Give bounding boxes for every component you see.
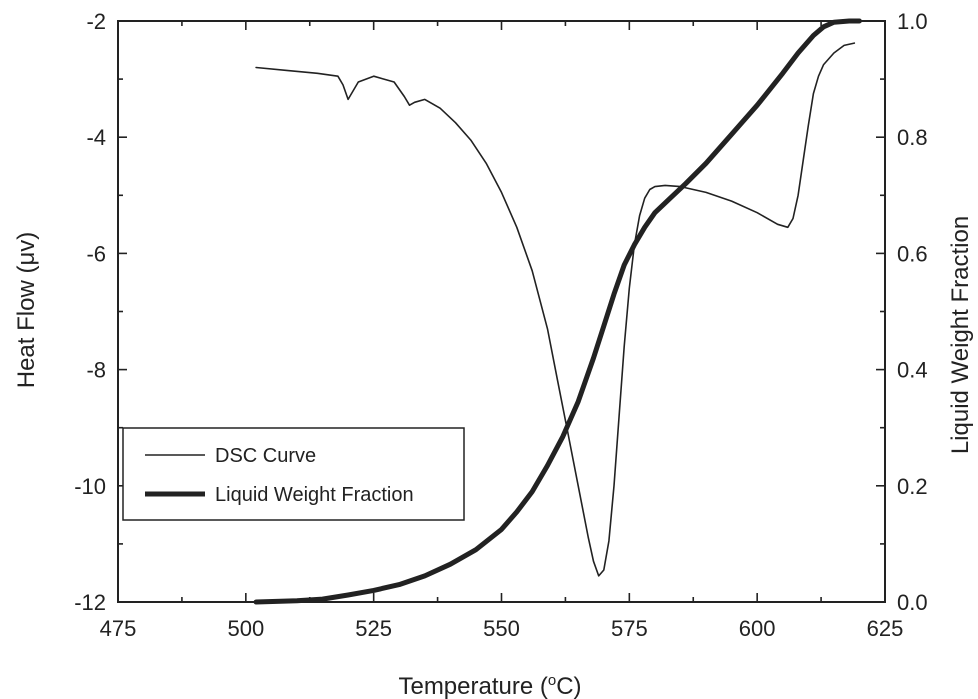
y-left-tick-label: -4	[86, 125, 106, 150]
y-right-tick-label: 0.4	[897, 358, 928, 383]
y-right-tick-label: 0.6	[897, 241, 928, 266]
legend	[122, 427, 465, 521]
y-left-tick-label: -8	[86, 358, 106, 383]
x-tick-label: 475	[100, 616, 137, 641]
x-axis-title: Temperature (oC)	[398, 672, 581, 699]
x-tick-label: 575	[611, 616, 648, 641]
x-tick-label: 500	[227, 616, 264, 641]
y-right-tick-label: 1.0	[897, 9, 928, 34]
right-y-axis-title: Liquid Weight Fraction	[947, 216, 974, 454]
y-left-tick-label: -2	[86, 9, 106, 34]
y-right-tick-label: 0.0	[897, 590, 928, 615]
x-tick-label: 600	[739, 616, 776, 641]
x-tick-label: 525	[355, 616, 392, 641]
x-tick-label: 625	[867, 616, 904, 641]
left-y-axis-title: Heat Flow (μv)	[13, 232, 40, 389]
y-right-tick-label: 0.8	[897, 125, 928, 150]
legend-label-liquid-weight-fraction: Liquid Weight Fraction	[215, 484, 414, 506]
y-left-tick-label: -10	[74, 474, 106, 499]
y-right-tick-label: 0.2	[897, 474, 928, 499]
y-left-tick-label: -6	[86, 241, 106, 266]
x-tick-label: 550	[483, 616, 520, 641]
series-line-liquid-weight-fraction	[253, 18, 862, 605]
series-line-dsc-curve	[255, 42, 856, 577]
y-left-tick-label: -12	[74, 590, 106, 615]
legend-label-dsc-curve: DSC Curve	[215, 445, 316, 467]
plot-area: 475 500 525 550 575 600 625 -2 -4 -6 -8 -10 -12 1.0 0.…	[74, 9, 927, 641]
